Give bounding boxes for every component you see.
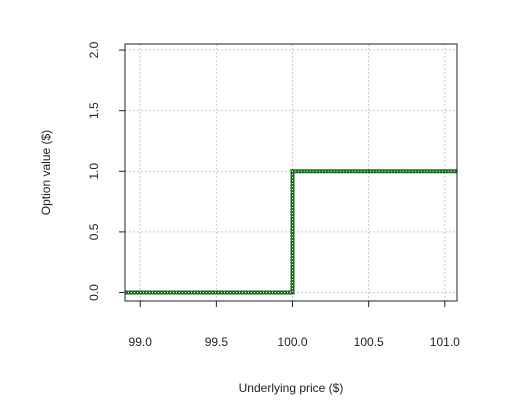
series-line-dotted-overlay: [125, 170, 457, 293]
x-axis: 99.0 99.5 100.0 100.5 101.0: [129, 301, 460, 349]
x-axis-label: Underlying price ($): [239, 381, 344, 395]
x-tick-label: 100.0: [278, 335, 308, 349]
x-tick-label: 99.5: [205, 335, 229, 349]
series-layer: [125, 169, 457, 295]
y-tick-label: 0.0: [87, 284, 101, 301]
y-tick-label: 2.0: [87, 41, 101, 58]
y-tick-label: 1.5: [87, 102, 101, 119]
plot-frame: [124, 43, 458, 302]
y-axis: 0.0 0.5 1.0 1.5 2.0: [87, 41, 125, 301]
x-tick-label: 100.5: [354, 335, 384, 349]
y-tick-label: 1.0: [87, 163, 101, 180]
x-tick-label: 101.0: [430, 335, 460, 349]
y-tick-label: 0.5: [87, 223, 101, 240]
y-axis-label: Option value ($): [39, 130, 53, 215]
x-tick-label: 99.0: [129, 335, 153, 349]
